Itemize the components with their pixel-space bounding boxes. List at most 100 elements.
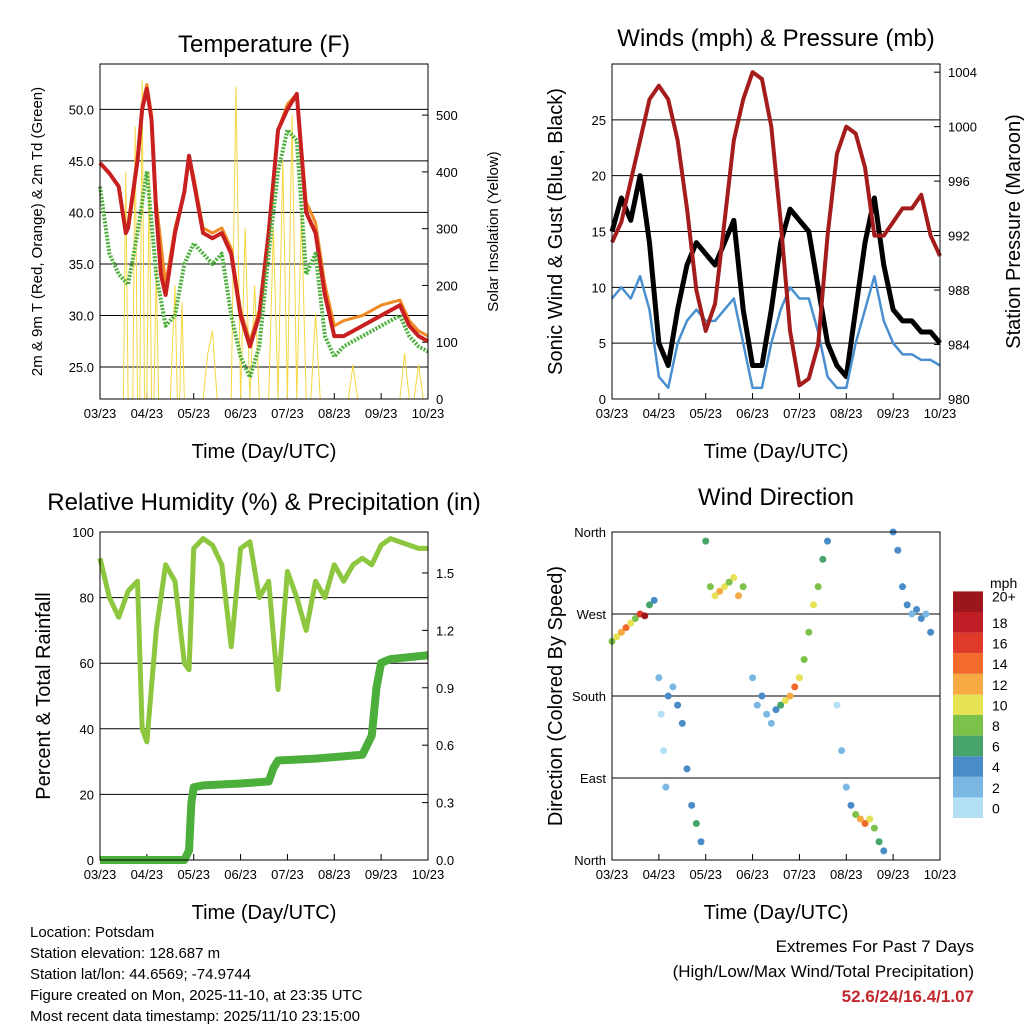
y-tick-label: 100 — [72, 525, 94, 540]
y-tick-label-right: 988 — [948, 283, 970, 298]
x-tick-label: 08/23 — [830, 867, 863, 882]
y-tick-label: 35.0 — [69, 257, 94, 272]
legend-label: 12 — [992, 677, 1008, 693]
wind-direction-point — [657, 710, 665, 718]
wind-direction-point — [650, 596, 658, 604]
plot-frame — [611, 531, 941, 861]
wind-direction-point — [777, 701, 785, 709]
y-axis-label: 2m & 9m T (Red, Orange) & 2m Td (Green) — [29, 87, 46, 376]
x-tick-label: 10/23 — [924, 867, 957, 882]
x-tick-label: 03/23 — [84, 867, 117, 882]
y-tick-label: 60 — [80, 656, 94, 671]
wind-direction-point — [838, 747, 846, 755]
wind-direction-point — [622, 624, 630, 632]
x-tick-label: 04/23 — [643, 867, 676, 882]
y-tick-label-right: 1.2 — [436, 623, 454, 638]
x-axis-label: Time (Day/UTC) — [192, 441, 337, 463]
wind-direction-point — [870, 824, 878, 832]
x-tick-label: 04/23 — [131, 867, 164, 882]
legend-swatch — [953, 673, 983, 695]
y-tick-label-right: 1004 — [948, 65, 977, 80]
x-tick-label: 04/23 — [131, 406, 164, 421]
wind-direction-point — [655, 674, 663, 682]
wind-direction-point — [856, 815, 864, 823]
y-tick-label: 0 — [599, 392, 606, 407]
legend-swatch — [953, 715, 983, 736]
wind-direction-point — [749, 674, 757, 682]
wind-direction-point — [763, 710, 771, 718]
wind-direction-point — [697, 838, 705, 846]
series-total-rainfall — [100, 651, 429, 864]
wind-direction-point — [662, 783, 670, 791]
latlon-text: Station lat/lon: 44.6569; -74.9744 — [30, 966, 252, 983]
wind-direction-point — [627, 619, 635, 627]
y-tick-label-right: 980 — [948, 392, 970, 407]
legend-swatch — [953, 797, 983, 818]
legend-label: 4 — [992, 759, 1000, 775]
plot-frame — [611, 63, 941, 400]
wind-direction-point — [678, 719, 686, 727]
y-tick-label: East — [580, 771, 606, 786]
series-2m-td — [98, 127, 429, 380]
x-tick-label: 05/23 — [177, 867, 210, 882]
y-tick-label-right: 1000 — [948, 120, 977, 135]
y-tick-label: 10 — [592, 280, 606, 295]
wind-direction-point — [894, 546, 902, 554]
wind-direction-point — [852, 810, 860, 818]
y-tick-label: 45.0 — [69, 154, 94, 169]
wind-direction-point — [908, 610, 916, 618]
wind-direction-point — [664, 692, 672, 700]
x-tick-label: 06/23 — [224, 867, 257, 882]
x-tick-label: 07/23 — [271, 867, 304, 882]
y-tick-label: West — [577, 607, 607, 622]
x-tick-label: 10/23 — [412, 867, 445, 882]
series-gust — [609, 173, 942, 380]
station-info: Location: Potsdam Station elevation: 128… — [30, 922, 362, 1027]
wind-direction-point — [927, 628, 935, 636]
y-tick-label-right: 0.6 — [436, 738, 454, 753]
wind-direction-point — [800, 656, 808, 664]
wind-direction-point — [720, 583, 728, 591]
x-tick-label: 10/23 — [412, 406, 445, 421]
x-tick-label: 06/23 — [224, 406, 257, 421]
y-axis-label-right: Solar Insolation (Yellow) — [485, 151, 502, 311]
x-tick-label: 09/23 — [877, 867, 910, 882]
location-text: Location: Potsdam — [30, 924, 155, 941]
wind-direction-point — [660, 747, 668, 755]
y-axis-label: Direction (Colored By Speed) — [545, 566, 567, 826]
wind-direction-point — [617, 628, 625, 636]
wind-direction-point — [847, 801, 855, 809]
legend-swatch — [953, 735, 983, 757]
wind-direction-point — [814, 583, 822, 591]
wind-direction-point — [669, 683, 677, 691]
wind-direction-point — [772, 706, 780, 714]
x-tick-label: 08/23 — [318, 867, 351, 882]
series-station-pressure — [610, 70, 942, 388]
wind-direction-point — [711, 592, 719, 600]
legend-label: 0 — [992, 800, 1000, 816]
chart-title: Relative Humidity (%) & Precipitation (i… — [47, 489, 480, 516]
wind-direction-point — [645, 601, 653, 609]
y-tick-label: 25 — [592, 113, 606, 128]
wind-direction-point — [922, 610, 930, 618]
y-tick-label-right: 0.3 — [436, 796, 454, 811]
wind-direction-point — [706, 583, 714, 591]
x-tick-label: 10/23 — [924, 406, 957, 421]
wind-direction-point — [631, 615, 639, 623]
x-tick-label: 08/23 — [318, 406, 351, 421]
wind-direction-point — [739, 583, 747, 591]
y-tick-label: 20 — [592, 169, 606, 184]
legend-swatch — [953, 591, 983, 612]
y-tick-label-right: 400 — [436, 165, 458, 180]
wind-direction-point — [809, 601, 817, 609]
y-tick-label: 40 — [80, 722, 94, 737]
legend-label: 2 — [992, 780, 1000, 796]
x-tick-label: 06/23 — [736, 406, 769, 421]
legend-label: 16 — [992, 636, 1008, 652]
legend-swatch — [953, 632, 983, 654]
extremes-values: 52.6/24/16.4/1.07 — [841, 987, 974, 1006]
y-tick-label-right: 996 — [948, 174, 970, 189]
legend-label: 6 — [992, 739, 1000, 755]
wind-direction-point — [903, 601, 911, 609]
wind-direction-point — [824, 537, 832, 545]
